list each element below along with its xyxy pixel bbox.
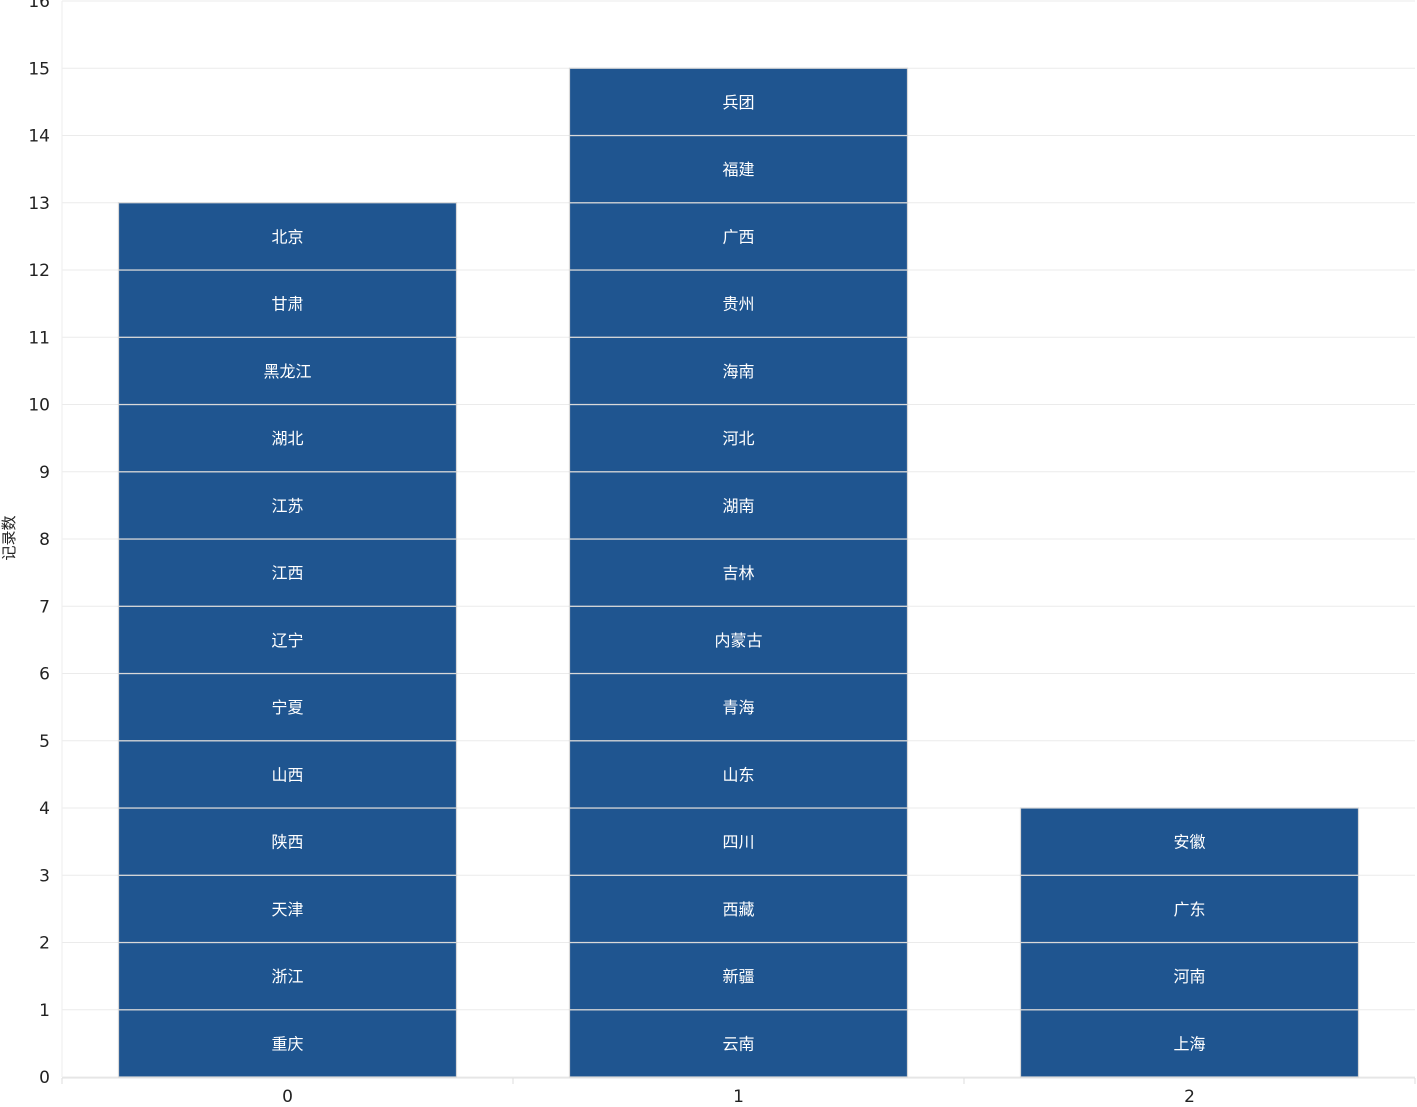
bar-segment xyxy=(568,538,909,607)
bar-segment-label: 广西 xyxy=(722,227,754,246)
bar-segment xyxy=(117,672,458,742)
bar-segment-label: 云南 xyxy=(722,1034,754,1053)
bar-segment-label: 宁夏 xyxy=(271,698,303,717)
bar-segment-label: 吉林 xyxy=(722,564,754,583)
bar-segment xyxy=(568,471,909,540)
bar-segment-label: 安徽 xyxy=(1173,833,1205,852)
bar-segment xyxy=(117,740,458,809)
bar-segment xyxy=(568,672,909,742)
y-tick-label: 3 xyxy=(39,866,50,886)
bar-segment-label: 福建 xyxy=(722,160,754,179)
x-tick-label: 0 xyxy=(282,1087,293,1103)
bar-segment-label: 陕西 xyxy=(271,833,303,852)
bar-segment xyxy=(1019,1009,1360,1078)
bar-segment xyxy=(117,538,458,607)
bar-segment-label: 青海 xyxy=(722,698,754,717)
bar-segment xyxy=(568,202,909,271)
bar-segment-label: 上海 xyxy=(1173,1034,1205,1053)
bar-segment xyxy=(568,269,909,338)
y-tick-label: 2 xyxy=(39,934,50,954)
y-tick-label: 11 xyxy=(28,328,50,348)
y-tick-label: 8 xyxy=(39,530,50,550)
bar-segment xyxy=(568,740,909,809)
bar-segment xyxy=(117,336,458,406)
bar-segment-label: 浙江 xyxy=(271,967,303,986)
bar-segment-label: 贵州 xyxy=(722,295,754,314)
bar-segment xyxy=(568,403,909,473)
bar-segment-label: 河南 xyxy=(1173,967,1205,986)
bar-segment-label: 内蒙古 xyxy=(714,631,762,650)
y-tick-label: 4 xyxy=(39,799,50,819)
bar-segment-label: 江西 xyxy=(271,564,303,583)
x-tick-label: 1 xyxy=(733,1087,744,1103)
bar-segment xyxy=(117,403,458,473)
bar-segment xyxy=(1019,874,1360,944)
y-tick-label: 15 xyxy=(28,59,50,79)
bar-segment-label: 广东 xyxy=(1173,900,1205,919)
bar-segment-label: 新疆 xyxy=(722,967,754,986)
bar-segment-label: 湖北 xyxy=(271,429,303,448)
x-tick-label: 2 xyxy=(1184,1087,1195,1103)
bar-segment-label: 山西 xyxy=(271,765,303,784)
bar-segment-label: 山东 xyxy=(722,765,754,784)
y-tick-label: 12 xyxy=(28,261,50,281)
bar-segment-label: 兵团 xyxy=(722,93,754,112)
bar-segment-label: 甘肃 xyxy=(271,295,303,314)
bar-segment-label: 西藏 xyxy=(722,900,754,919)
y-tick-label: 14 xyxy=(28,127,50,147)
y-tick-label: 10 xyxy=(28,396,50,416)
bar-segment xyxy=(568,134,909,204)
bar-segment-label: 湖南 xyxy=(722,496,754,515)
y-tick-label: 0 xyxy=(39,1068,50,1088)
bar-segment-label: 重庆 xyxy=(271,1034,303,1053)
bar-segment-label: 辽宁 xyxy=(271,631,303,650)
bar-segment xyxy=(568,874,909,944)
bar-segment-label: 四川 xyxy=(722,833,754,852)
bar-segment xyxy=(117,807,458,876)
bar-segment xyxy=(117,605,458,675)
y-tick-label: 16 xyxy=(28,0,50,12)
y-tick-label: 7 xyxy=(39,597,50,617)
bar-segment xyxy=(1019,807,1360,876)
y-axis-label: 记录数 xyxy=(0,515,18,560)
bar-segment-label: 江苏 xyxy=(271,496,303,515)
y-tick-label: 6 xyxy=(39,665,50,685)
bar-segment xyxy=(117,471,458,540)
bar-segment xyxy=(117,202,458,271)
y-tick-label: 13 xyxy=(28,194,50,214)
bar-segment xyxy=(1019,941,1360,1011)
bar-segment xyxy=(568,605,909,675)
y-tick-label: 9 xyxy=(39,463,50,483)
bar-segment-label: 河北 xyxy=(722,429,754,448)
bar-segment xyxy=(568,807,909,876)
bar-segment xyxy=(568,336,909,406)
bar-segment-label: 北京 xyxy=(271,227,303,246)
y-tick-label: 1 xyxy=(39,1001,50,1021)
bar-segment-label: 黑龙江 xyxy=(263,362,311,381)
bar-segment-label: 海南 xyxy=(722,362,754,381)
bar-segment xyxy=(568,67,909,137)
y-tick-label: 5 xyxy=(39,732,50,752)
bar-segment xyxy=(568,1009,909,1078)
bar-segment xyxy=(568,941,909,1011)
bar-segment-label: 天津 xyxy=(271,900,303,919)
bar-segment xyxy=(117,269,458,338)
